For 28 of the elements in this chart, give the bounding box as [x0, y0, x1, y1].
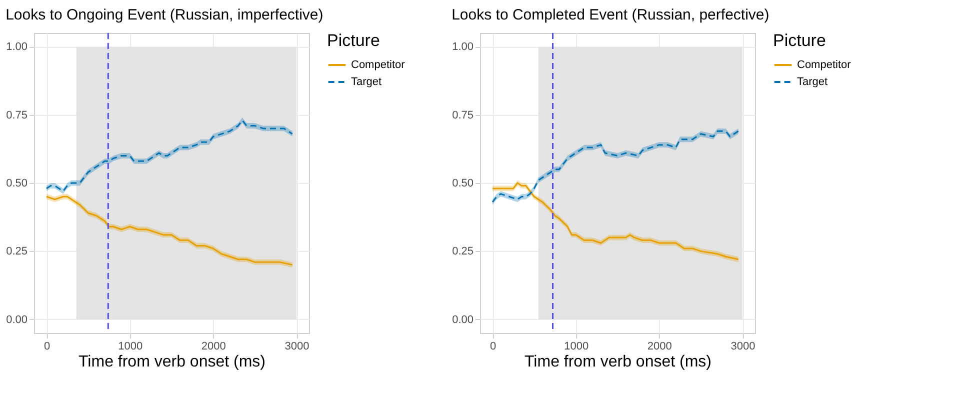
- y-tick-label: 0.50: [6, 178, 28, 190]
- legend-label: Competitor: [351, 59, 406, 71]
- legend-label: Target: [797, 76, 828, 88]
- y-tick-label: 0.75: [6, 109, 28, 122]
- x-axis-title: Time from verb onset (ms): [78, 354, 266, 370]
- legend-title: Picture: [327, 31, 380, 50]
- x-tick-label: 2000: [647, 340, 672, 352]
- y-tick-label: 1.00: [6, 41, 28, 54]
- y-tick-label: 0.25: [6, 246, 28, 258]
- y-tick-label: 0.25: [452, 246, 474, 258]
- y-tick-label: 0.50: [452, 178, 474, 190]
- legend-label: Competitor: [797, 59, 852, 71]
- x-tick-label: 1000: [118, 340, 143, 352]
- x-tick-label: 0: [44, 340, 50, 352]
- y-tick-label: 1.00: [452, 41, 474, 54]
- x-tick-label: 3000: [730, 340, 756, 352]
- chart-title: Looks to Ongoing Event (Russian, imperfective): [6, 6, 324, 24]
- x-axis-title: Time from verb onset (ms): [524, 354, 712, 370]
- y-tick-label: 0.00: [452, 314, 474, 326]
- legend-title: Picture: [773, 31, 826, 50]
- chart-title: Looks to Completed Event (Russian, perfective): [452, 6, 770, 24]
- x-tick-label: 2000: [201, 340, 226, 352]
- y-tick-label: 0.00: [6, 314, 28, 326]
- x-tick-label: 3000: [284, 340, 310, 352]
- y-tick-label: 0.75: [452, 109, 474, 122]
- legend-label: Target: [351, 76, 382, 88]
- x-tick-label: 0: [490, 340, 496, 352]
- x-tick-label: 1000: [564, 340, 589, 352]
